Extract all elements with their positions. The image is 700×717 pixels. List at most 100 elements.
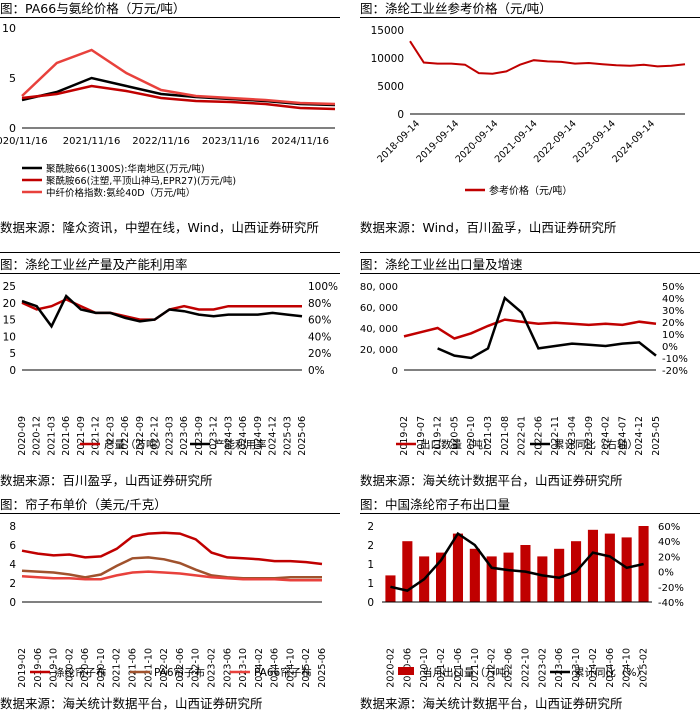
x-tick-label: 2023-06 [179,416,190,456]
x-tick-label: 2024-02 [601,416,612,456]
panel-title: 图：涤纶工业丝产量及产能利用率 [0,256,340,274]
x-tick-label: 2024-09-14 [610,118,657,165]
y2-tick-label: 100% [308,281,338,293]
x-tick-label: 2022-09 [135,416,146,456]
data-source: 数据来源：Wind，百川盈孚，山西证券研究所 [360,220,617,235]
x-tick-label: 2023-03 [164,416,175,456]
series-line [21,531,323,566]
x-tick-label: 2021-10 [470,648,481,688]
x-tick-label: 2021-12 [91,416,102,456]
bar [436,552,447,602]
y2-tick-label: 0% [662,342,678,353]
chart-polyester-yarn-price: 0500010000150002018-09-142019-09-142020-… [371,25,686,197]
x-tick-label: 2020-05 [449,416,460,456]
y-tick-label: 2 [367,521,374,533]
legend-label: PA66帘子布 [254,666,312,679]
x-tick-label: 2025-05 [651,416,662,456]
x-tick-label: 2019-12 [433,416,444,456]
bar [469,548,480,602]
x-tick-label: 2024-10 [622,648,633,688]
y-tick-label: 15 [3,315,16,327]
x-tick-label: 2020-10 [466,416,477,456]
x-tick-label: 2021-03 [483,416,494,456]
bar [503,552,514,602]
y-tick-label: 0 [392,366,398,377]
x-tick-label: 2019-10 [49,648,60,688]
y2-tick-label: 20% [308,348,331,360]
y-tick-label: 40, 000 [360,324,398,335]
x-tick-label: 2019-02 [399,416,410,456]
x-tick-label: 2023-02 [206,648,217,688]
y2-tick-label: 20% [662,318,684,329]
x-tick-label: 2019-02 [17,648,28,688]
x-tick-label: 2022-01 [517,416,528,456]
panel-title: 图：PA66与氨纶价格（万元/吨） [0,0,340,18]
x-tick-label: 2024-06 [238,416,249,456]
y-tick-label: 25 [3,281,16,293]
x-tick-label: 2025-02 [301,648,312,688]
panel-polyester-yarn-price: 图：涤纶工业丝参考价格（元/吨） 0 5000 10000 15000 2018-09-… [360,0,700,255]
series-line [390,531,644,592]
legend-label: 参考价格（元/吨） [489,184,572,197]
x-tick-label: 2021-06 [453,648,464,688]
x-tick-label: 2023-06 [554,648,565,688]
x-tick-label: 2025-03 [282,416,293,456]
x-tick-label: 2024-10 [285,648,296,688]
y2-tick-label: 30% [662,306,684,317]
x-tick-label: 2024-09 [253,416,264,456]
legend-label: PA6帘子布 [154,666,205,679]
y-tick-label: 1 [367,559,374,571]
y-tick-label: 80, 000 [360,282,398,293]
x-tick-label: 2023-10 [571,648,582,688]
bar [554,548,565,602]
x-tick-label: 2022-12 [150,416,161,456]
y2-tick-label: -20% [662,366,688,377]
y-tick-label: 60, 000 [360,303,398,314]
data-source: 数据来源：隆众资讯，中塑在线，Wind，山西证券研究所 [0,220,319,235]
panel-yarn-output-utilization: 图：涤纶工业丝产量及产能利用率 0 5 10 15 20 25 0% 20% 40% 60% 80%… [0,256,340,492]
x-tick-label: 2021/11/16 [63,136,121,147]
legend-swatch [398,667,414,675]
bar [604,533,615,602]
y-tick-label: 10000 [371,53,404,65]
series-line [409,40,686,75]
y2-tick-label: -20% [658,583,684,594]
y2-tick-label: -10% [662,354,688,365]
x-tick-label: 2023-06 [222,648,233,688]
legend-label: 产量（万吨） [104,438,167,451]
series-line [21,84,336,111]
y-tick-label: 2 [367,540,374,552]
x-tick-label: 2019-07 [416,416,427,456]
panel-title: 图：涤纶工业丝出口量及增速 [360,256,700,274]
x-tick-label: 2023-04 [567,416,578,456]
x-tick-label: 2021-10 [143,648,154,688]
legend-label: 产能利用率 [214,438,267,451]
y2-tick-label: 40% [308,331,331,343]
y2-tick-label: 80% [308,298,331,310]
x-tick-label: 2024/11/16 [271,136,329,147]
series-line [21,48,336,106]
y-tick-label: 8 [9,521,16,533]
legend-label: 累计同比（右轴） [554,438,638,451]
y2-tick-label: 40% [658,537,680,548]
legend-label: 当月出口量（万吨） [422,666,517,679]
y2-tick-label: 60% [308,315,331,327]
x-tick-label: 2021-06 [61,416,72,456]
legend-label: 聚酰胺66(注塑,平顶山神马,EPR27)(万元/吨) [46,175,236,187]
bar [520,545,531,602]
chart-output-utilization: 0 5 10 15 20 25 0% 20% 40% 60% 80% 100% 2020-09 2020-… [3,281,338,456]
x-tick-label: 2023/11/16 [202,136,260,147]
x-tick-label: 2024-07 [617,416,628,456]
x-tick-label: 2024-06 [605,648,616,688]
bar [385,575,396,602]
panel-title: 图：中国涤纶帘子布出口量 [360,496,700,514]
data-source: 数据来源：百川盈孚，山西证券研究所 [0,473,213,488]
x-tick-label: 2022-10 [191,648,202,688]
bar [587,529,598,602]
series-line [21,294,303,329]
x-tick-label: 2022-06 [533,416,544,456]
x-tick-label: 2022/11/16 [132,136,190,147]
y2-tick-label: -40% [658,598,684,609]
x-tick-label: 2021-08 [500,416,511,456]
panel-cord-fabric-export: 图：中国涤纶帘子布出口量 0 1 1 2 2 -40% -20% 0% 20% 40% 60% 202… [360,496,700,717]
